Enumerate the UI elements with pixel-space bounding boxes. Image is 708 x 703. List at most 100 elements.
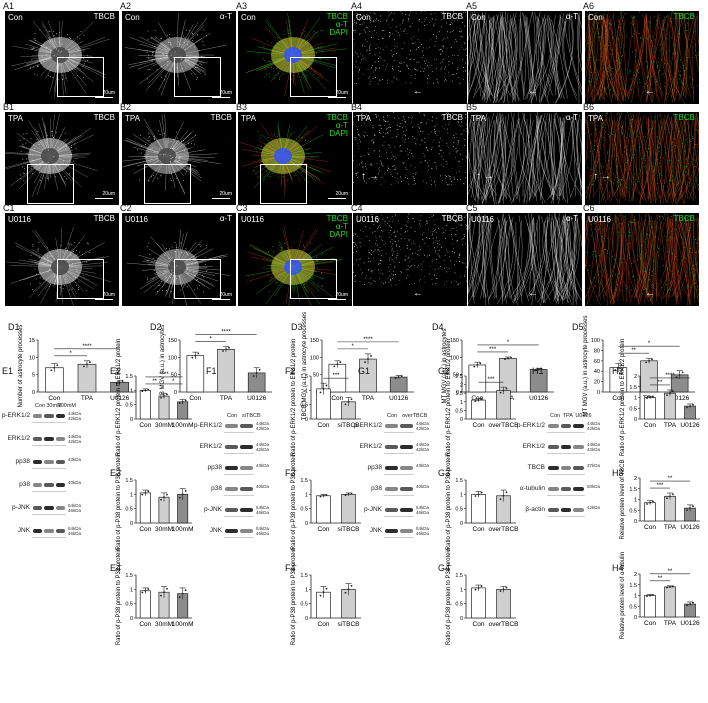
blot-row	[384, 504, 414, 517]
protein-band	[44, 529, 54, 533]
molecular-weight-label: 50kDa	[587, 484, 601, 489]
bar	[644, 502, 656, 522]
protein-label: ERK1/2	[522, 443, 545, 450]
bar-chart-G3: 0 0.5 1 1.5 Ratio of p-P38 protein to P38 pr…	[446, 453, 518, 550]
data-point	[646, 503, 648, 505]
micrograph-A5: Con α-T ←	[468, 11, 582, 104]
protein-band	[33, 460, 43, 464]
data-point	[144, 589, 147, 592]
protein-band	[240, 424, 253, 428]
significance-marker: *	[69, 351, 72, 357]
scale-bar-label: 20um	[102, 292, 115, 298]
significance-marker: **	[668, 476, 673, 482]
western-blot-E1	[32, 410, 66, 548]
arrow-marker: ↑ →	[593, 171, 611, 182]
panel-label: C6	[583, 203, 595, 213]
data-point	[336, 363, 339, 366]
arrow-marker: ←	[645, 86, 655, 97]
molecular-weight-label: 54kDa 46kDa	[68, 526, 82, 536]
data-point	[147, 588, 150, 590]
y-tick-label: 1.5	[125, 374, 133, 380]
lane-label: TPA	[562, 413, 573, 419]
y-axis-label: Ratio of p-P38 protein to P38 protein	[446, 548, 452, 645]
y-tick-label: 0.5	[300, 403, 308, 409]
data-point	[118, 381, 121, 384]
condition-tag: TPA	[8, 114, 23, 123]
y-axis-label: TBCB MGV (a.u.) in astrocyte processes	[302, 312, 308, 420]
y-tick-label: 50	[171, 373, 177, 379]
data-point	[181, 493, 184, 496]
protein-band	[33, 506, 43, 510]
protein-band	[240, 445, 253, 449]
x-tick-label: Con	[139, 621, 151, 628]
data-point	[645, 361, 647, 364]
condition-tag: TPA	[471, 114, 486, 123]
molecular-weight-label: 44kDa 42kDa	[587, 442, 601, 452]
bar-chart-G2: 0 0.5 1 1.5 2 2.5 Ratio of p-ERK1/2 protein to…	[446, 339, 518, 456]
micrograph-A3: Con TBCB α-T DAPI 20um	[238, 11, 352, 104]
y-tick-label: 1	[460, 492, 463, 498]
protein-band	[240, 508, 253, 512]
channel-label: TBCB	[93, 12, 115, 21]
data-point	[473, 365, 476, 368]
panel-label: C3	[236, 203, 248, 213]
protein-band	[400, 487, 413, 491]
chart-panel-label: E2	[110, 366, 122, 376]
protein-band	[44, 483, 54, 487]
chart-panel-label: D1	[8, 322, 20, 332]
y-tick-label: 1	[460, 587, 463, 593]
data-point	[347, 400, 350, 403]
molecular-weight-label: 43kDa	[416, 463, 430, 468]
x-tick-label: TPA	[362, 395, 375, 402]
y-axis-label: Ratio of p-P38 protein to P38 protein	[291, 453, 297, 550]
protein-band	[44, 414, 54, 418]
zoom-region-box	[57, 57, 104, 97]
y-tick-label: 0.5	[300, 602, 308, 608]
significance-marker: ***	[489, 347, 497, 353]
y-axis-label: Ratio of p-P38 protein to P38 protein	[116, 548, 122, 645]
micrograph-A4: Con TBCB ←	[353, 11, 467, 104]
data-point	[534, 369, 537, 371]
data-point	[178, 402, 181, 405]
zoom-region-box	[290, 57, 337, 97]
y-tick-label: 1.5	[455, 573, 463, 579]
data-point	[319, 594, 322, 597]
y-tick-label: 80	[594, 348, 600, 354]
zoom-region-box	[290, 259, 337, 299]
x-tick-label: 30mM	[155, 526, 173, 533]
data-point	[394, 377, 397, 380]
y-tick-label: 0.5	[629, 406, 637, 412]
arrow-marker: ←	[645, 288, 655, 299]
data-point	[646, 397, 648, 400]
data-point	[115, 382, 118, 385]
x-tick-label: TPA	[664, 422, 677, 429]
y-tick-label: 0	[305, 417, 308, 423]
y-axis-label: TBCB MGV (a.u.) in astrocytes	[160, 325, 166, 407]
y-axis-label: MT MGV (a.u.) in astrocyte processes	[583, 316, 589, 417]
y-tick-label: 2	[634, 476, 637, 482]
x-tick-label: Con	[644, 422, 656, 429]
channel-label: α-T	[219, 214, 232, 223]
data-point	[505, 387, 508, 390]
y-tick-label: 15	[29, 338, 35, 344]
x-tick-label: 100mM	[172, 621, 194, 628]
protein-band	[240, 466, 253, 470]
data-point	[333, 365, 336, 368]
bar-chart-D2: 0 50 100 150 TBCB MGV (a.u.) in astrocytes Co…	[160, 325, 272, 407]
data-point	[322, 388, 325, 390]
y-tick-label: 1.5	[300, 374, 308, 380]
channel-label: α-T	[565, 12, 578, 21]
data-point	[144, 492, 147, 494]
data-point	[502, 389, 505, 392]
protein-label: JNK	[209, 527, 222, 534]
micrograph-C4: U0116 TBCB ←	[353, 213, 467, 306]
data-point	[178, 596, 181, 598]
micrograph-image	[126, 229, 230, 306]
x-tick-label: Con	[139, 526, 151, 533]
data-point	[652, 395, 654, 398]
micrograph-image	[353, 213, 467, 286]
bar	[77, 363, 97, 393]
x-tick-label: 30mM	[155, 621, 173, 628]
protein-band	[55, 483, 65, 487]
